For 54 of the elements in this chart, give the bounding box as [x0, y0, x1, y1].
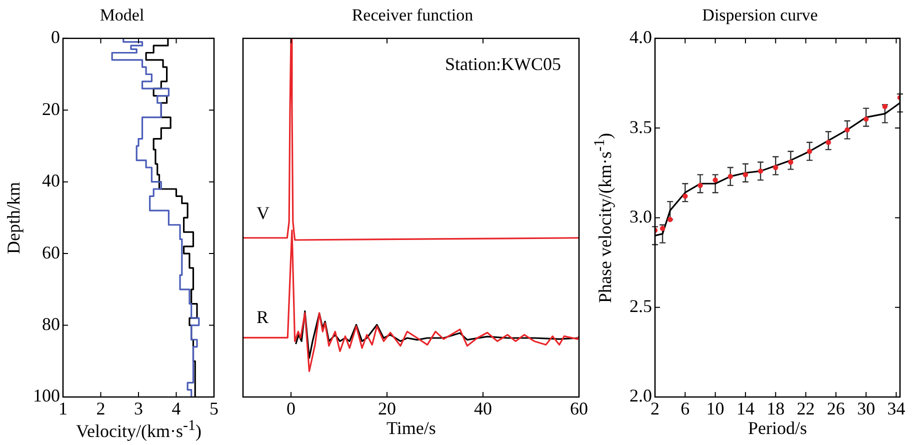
y-axis-title: Depth/km [4, 182, 24, 254]
x-tick-label: 40 [474, 398, 492, 419]
x-tick-label: 3 [134, 398, 143, 419]
annotation: Station:KWC05 [445, 54, 561, 74]
point [773, 164, 778, 170]
point [682, 194, 688, 199]
point [712, 177, 718, 183]
x-tick-label: 5 [210, 398, 218, 419]
x-tick-label: 34 [887, 398, 906, 419]
point [758, 168, 764, 174]
x-tick-label: 1 [58, 398, 68, 419]
y-tick-label: 20 [42, 98, 60, 119]
y-tick-label: 0 [51, 27, 60, 48]
x-tick-label: 20 [378, 398, 396, 419]
point [788, 160, 794, 165]
y-tick-label: 3.0 [630, 206, 652, 226]
x-tick-label: 4 [172, 398, 181, 419]
point [728, 174, 733, 180]
point [882, 104, 888, 110]
x-axis-title: Period/s [748, 418, 808, 439]
x-tick-label: 14 [736, 398, 754, 419]
y-tick-label: 80 [42, 314, 60, 334]
y-tick-label: 40 [42, 170, 60, 191]
y-tick-label: 2.5 [630, 296, 652, 316]
x-tick-label: 10 [706, 398, 724, 419]
annotation: R [256, 306, 268, 327]
y-tick-label: 60 [42, 242, 60, 262]
point [844, 127, 850, 132]
x-axis-title: Velocity/(km·s$^{-1}$) [76, 418, 202, 442]
chart-title: Receiver function [352, 6, 474, 25]
point [806, 148, 812, 154]
x-tick-label: 6 [680, 398, 690, 419]
x-tick-label: 60 [570, 398, 588, 419]
point [667, 216, 673, 222]
x-tick-label: 26 [826, 398, 845, 419]
chart-title: Dispersion curve [702, 6, 818, 25]
x-tick-label: 0 [286, 398, 296, 419]
point [660, 226, 666, 232]
chart-title: Model [100, 6, 144, 25]
point [826, 140, 831, 145]
x-tick-label: 30 [857, 398, 876, 419]
x-tick-label: 2 [650, 398, 660, 419]
x-tick-label: 2 [96, 398, 106, 419]
x-tick-label: 22 [796, 398, 815, 419]
y-tick-label: 3.5 [630, 116, 652, 137]
point [863, 116, 869, 122]
x-axis-title: Time/s [386, 418, 436, 439]
point [742, 172, 748, 178]
y-tick-label: 2.0 [630, 386, 652, 406]
y-tick-label: 100 [33, 386, 60, 406]
point [698, 182, 703, 188]
annotation: V [256, 202, 270, 223]
x-tick-label: 18 [766, 398, 785, 419]
y-tick-label: 4.0 [630, 27, 652, 48]
